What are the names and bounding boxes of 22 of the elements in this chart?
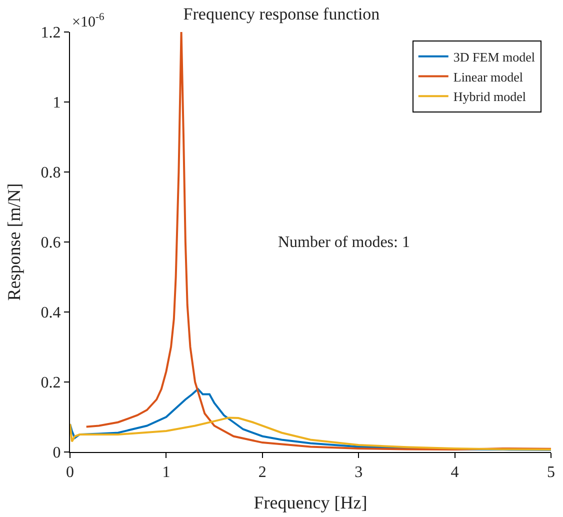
x-tick-label: 5 [547,464,555,482]
y-tick-label: 0.4 [40,304,61,322]
y-tick-label: 0 [52,444,61,462]
x-tick-label: 2 [258,464,266,482]
x-tick-label: 3 [354,464,363,482]
line-series [85,32,551,451]
y-axis-title: Response [m/N] [4,183,24,301]
x-axis-title: Frequency [Hz] [254,492,368,512]
y-tick-label: 1 [52,94,61,112]
x-tick-label: 1 [162,464,170,482]
legend-label: Linear model [453,69,524,84]
y-tick-label: 0.2 [40,374,61,392]
chart-title: Frequency response function [183,4,380,24]
legend-label: 3D FEM model [453,49,536,64]
x-tick-label: 4 [450,464,459,482]
annotation: Number of modes: 1 [278,234,410,251]
y-tick-label: 0.8 [40,164,61,182]
y-tick-label: 0.6 [40,234,61,252]
x-tick-label: 0 [66,464,74,482]
y-tick-label: 1.2 [40,24,61,42]
legend-label: Hybrid model [453,89,526,104]
text: ×10$^{-6}$ [72,12,104,30]
